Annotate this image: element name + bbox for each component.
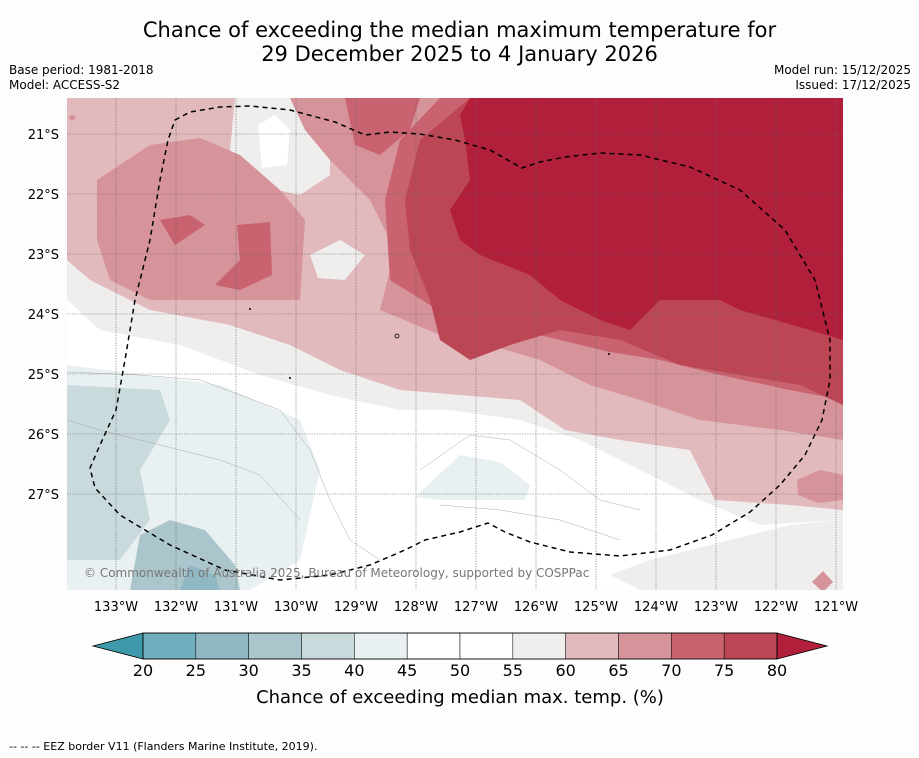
colorbar-tick-label: 55 [503,661,523,680]
colorbar-over-arrow [776,632,829,660]
colorbar-label: Chance of exceeding median max. temp. (%… [256,687,664,708]
model-name: Model: ACCESS-S2 [9,78,121,92]
colorbar-segment [142,632,197,660]
lat-label: 27°S [28,488,59,503]
lon-label: 131°W [214,600,258,615]
island-marker [68,114,76,121]
lon-label: 122°W [754,600,798,615]
colorbar-segment [301,632,355,660]
colorbar-ticks: 20 25 30 35 40 45 50 55 60 65 70 75 80 [133,661,787,680]
colorbar-tick-label: 50 [450,661,470,680]
island-marker [394,333,400,339]
lon-label: 133°W [94,600,138,615]
colorbar-tick-label: 80 [767,661,787,680]
chart-title: Chance of exceeding the median maximum t… [0,18,919,66]
colorbar-tick-label: 60 [555,661,575,680]
issued-date: Issued: 17/12/2025 [795,78,911,92]
lon-label: 129°W [334,600,378,615]
island-marker [249,308,251,310]
lon-label: 128°W [394,600,438,615]
colorbar-segment [406,632,461,660]
model-run: Model run: 15/12/2025 [773,63,911,77]
eez-legend: -- -- -- EEZ border V11 (Flanders Marine… [9,740,318,753]
colorbar-segment [354,632,408,660]
lon-labels: 133°W 132°W 131°W 130°W 129°W 128°W 127°… [94,600,858,615]
lon-label: 123°W [694,600,738,615]
lat-labels: 21°S 22°S 23°S 24°S 25°S 26°S 27°S [28,128,59,503]
colorbar-tick-label: 45 [397,661,417,680]
meta-right: Model run: 15/12/2025 Issued: 17/12/2025 [774,63,911,93]
lon-label: 132°W [154,600,198,615]
colorbar-segments [142,632,778,660]
lat-label: 24°S [28,308,59,323]
colorbar-tick-label: 20 [133,661,153,680]
colorbar-segment [723,632,778,660]
base-period: Base period: 1981-2018 [9,63,154,77]
colorbar-under-arrow [91,632,144,660]
colorbar-tick-label: 30 [238,661,258,680]
colorbar: 20 25 30 35 40 45 50 55 60 65 70 75 80 Chance of exc… [91,632,829,708]
colorbar-tick-label: 35 [291,661,311,680]
colorbar-tick-label: 70 [661,661,681,680]
lat-label: 22°S [28,188,59,203]
lon-label: 127°W [454,600,498,615]
lon-label: 125°W [574,600,618,615]
colorbar-tick-label: 65 [608,661,628,680]
title-line-1: Chance of exceeding the median maximum t… [142,18,777,42]
colorbar-segment [671,632,725,660]
lat-label: 25°S [28,368,59,383]
colorbar-segment [459,632,514,660]
lon-label: 126°W [514,600,558,615]
colorbar-tick-label: 75 [714,661,734,680]
lon-label: 121°W [814,600,858,615]
colorbar-tick-label: 40 [344,661,364,680]
island-marker [289,377,291,379]
title-line-2: 29 December 2025 to 4 January 2026 [261,42,658,66]
lon-label: 130°W [274,600,318,615]
lat-label: 21°S [28,128,59,143]
colorbar-segment [195,632,249,660]
lon-label: 124°W [634,600,678,615]
lat-label: 23°S [28,248,59,263]
island-marker [608,353,610,355]
colorbar-segment [565,632,619,660]
colorbar-segment [248,632,302,660]
colorbar-segment [618,632,672,660]
graticule [67,98,843,590]
colorbar-segment [512,632,566,660]
copyright-text: © Commonwealth of Australia 2025, Bureau… [84,566,589,580]
colorbar-tick-label: 25 [186,661,206,680]
temperature-map [67,98,843,590]
lat-label: 26°S [28,428,59,443]
meta-left: Base period: 1981-2018 Model: ACCESS-S2 [9,63,154,93]
